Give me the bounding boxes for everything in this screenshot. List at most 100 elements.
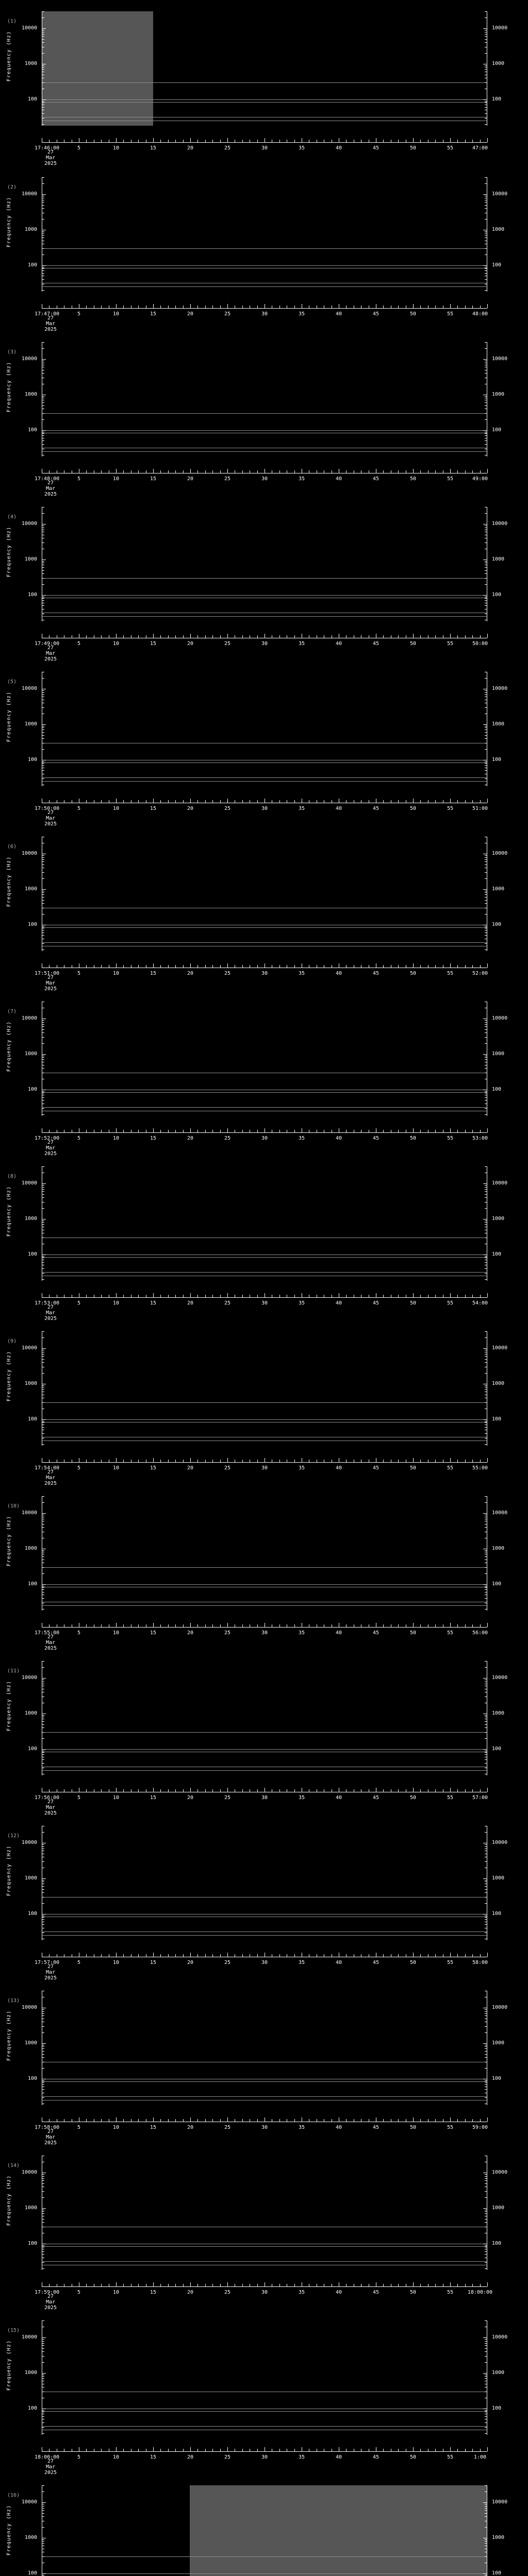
time-axis-tick [212, 800, 213, 803]
time-axis-tick [197, 1460, 199, 1462]
y-axis-tick [42, 859, 44, 860]
time-axis-tick-label: 30 [261, 2125, 268, 2130]
frequency-gridline [42, 101, 487, 103]
time-axis-tick-label: 45 [372, 2454, 380, 2460]
time-axis-tick-label: 45 [372, 1960, 380, 1965]
y-axis-tick [485, 2351, 487, 2352]
date-line: Mar [45, 1805, 56, 1810]
time-axis-tick [153, 1128, 154, 1132]
data-coverage-shading [42, 11, 153, 126]
date-line: Mar [45, 1970, 56, 1975]
time-axis-tick-label: 25 [224, 1136, 231, 1141]
date-line: 2025 [44, 1810, 57, 1816]
time-axis-tick [413, 138, 414, 142]
y-axis-tick [485, 2362, 487, 2363]
frequency-gridline [42, 1584, 487, 1585]
y-axis-tick [483, 1419, 487, 1420]
time-axis-tick [168, 2449, 169, 2451]
time-axis-tick [49, 1460, 50, 1462]
time-axis-tick-label: 20 [187, 1300, 194, 1306]
time-axis-tick [175, 470, 176, 473]
date-stack: 27 Mar 2025 [35, 975, 67, 992]
time-axis-tick [205, 470, 206, 473]
time-axis-tick-label: 55 [447, 1630, 454, 1636]
y-axis-tick [42, 1759, 44, 1760]
time-axis-tick [480, 1295, 481, 1297]
time-axis-tick [420, 1789, 421, 1792]
time-axis-tick [123, 800, 124, 803]
time-axis-tick [294, 2284, 295, 2286]
y-axis-label-right: 10000 [492, 1839, 508, 1845]
time-axis-tick-label: 25 [224, 1795, 231, 1801]
time-axis-tick-label: 20 [187, 971, 194, 976]
time-axis-tick [138, 1295, 139, 1297]
y-axis-tick [42, 1191, 44, 1192]
time-axis-tick [153, 304, 154, 308]
y-axis-label-right: 1000 [492, 60, 505, 66]
y-axis-tick [485, 2516, 487, 2517]
y-axis-tick [42, 2174, 44, 2175]
time-axis-tick [398, 800, 399, 803]
y-axis-tick [42, 770, 44, 771]
y-axis-tick [483, 1348, 487, 1349]
y-axis-tick [42, 113, 44, 114]
y-axis-tick [42, 444, 44, 445]
time-axis-tick [205, 306, 206, 308]
time-axis-tick-label: 35 [298, 145, 305, 151]
y-axis-tick [483, 194, 487, 195]
time-axis-end-label: 50:00 [472, 641, 488, 647]
time-axis-tick [227, 1458, 228, 1462]
time-axis-tick [183, 1295, 184, 1297]
time-axis-tick [212, 1460, 213, 1462]
frequency-gridline [42, 1931, 487, 1932]
time-axis-tick-label: 10 [112, 145, 120, 151]
y-axis-tick [42, 2013, 44, 2014]
time-axis-tick-label: 40 [335, 806, 342, 811]
time-axis-tick [138, 1954, 139, 1957]
date-line: 2025 [44, 1646, 57, 1651]
time-axis-tick [227, 799, 228, 803]
time-axis-tick [227, 1128, 228, 1132]
y-axis-tick [485, 413, 487, 414]
time-axis-tick [413, 1128, 414, 1132]
y-axis-tick [485, 2097, 487, 2098]
y-axis-tick [483, 1513, 487, 1514]
y-axis-tick [42, 396, 44, 397]
time-axis-tick-label: 55 [447, 2290, 454, 2295]
time-axis-tick [116, 304, 117, 308]
time-axis-tick-label: 30 [261, 806, 268, 811]
y-axis-tick [42, 2513, 44, 2514]
time-axis-tick [138, 635, 139, 638]
time-axis [42, 2447, 488, 2452]
date-line: 2025 [44, 161, 57, 166]
time-axis-tick [168, 1789, 169, 1792]
time-axis-start-label: 17:58:00 [35, 2125, 60, 2130]
panel-12: (12) Frequency (Hz) 10000 10000 1000 1000 100 1… [0, 1815, 528, 1981]
time-axis-tick-label: 50 [409, 1630, 417, 1636]
time-axis-tick-label: 50 [409, 1465, 417, 1471]
time-axis-tick [160, 470, 161, 473]
y-axis-tick [42, 926, 44, 927]
y-axis-tick [42, 2208, 46, 2209]
y-axis-label-right: 100 [492, 2570, 502, 2576]
time-axis-tick [435, 1460, 436, 1462]
time-axis-tick [457, 2284, 458, 2286]
y-axis-tick [42, 2222, 44, 2223]
time-axis-tick-label: 45 [372, 1465, 380, 1471]
time-axis-tick [472, 1460, 473, 1462]
time-axis-tick [257, 1295, 258, 1297]
y-axis-tick [42, 1362, 44, 1363]
time-axis-tick [138, 470, 139, 473]
y-axis-tick [42, 2051, 44, 2052]
time-axis-tick [294, 2119, 295, 2122]
time-axis-tick [420, 1130, 421, 1132]
y-axis-tick [42, 107, 44, 108]
panel-number: (4) [7, 514, 17, 520]
time-axis-tick [123, 140, 124, 142]
time-axis-tick [398, 2119, 399, 2122]
time-axis-tick-label: 35 [298, 2125, 305, 2130]
y-axis-tick [485, 1043, 487, 1044]
y-axis-tick [42, 1892, 44, 1893]
time-axis-tick [123, 1954, 124, 1957]
time-axis-tick [116, 469, 117, 473]
